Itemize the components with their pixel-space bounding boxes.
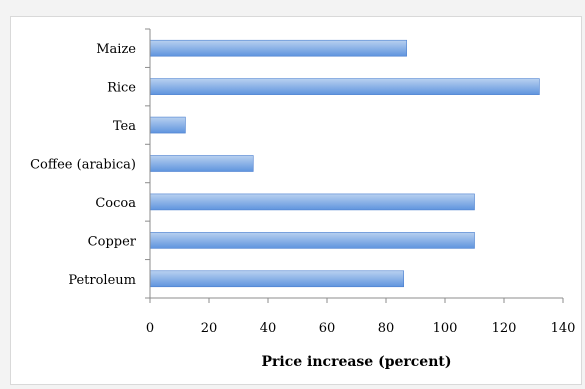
category-labels: Maize Rice Tea Coffee (arabica) Cocoa Copper P…	[30, 42, 137, 288]
category-label: Rice	[107, 81, 136, 96]
x-tick-label: 80	[378, 321, 395, 336]
bar-cocoa	[149, 193, 475, 211]
category-label: Maize	[96, 42, 136, 57]
category-label: Tea	[113, 119, 136, 134]
x-tick-label: 20	[201, 321, 218, 336]
x-tick-labels: 0 20 40 60 80 100 120 140	[146, 321, 576, 336]
x-tick-label: 40	[260, 321, 277, 336]
bars-group	[149, 39, 540, 288]
x-tick-label: 100	[433, 321, 458, 336]
x-tick-label: 140	[551, 321, 576, 336]
x-tick-label: 0	[146, 321, 154, 336]
category-label: Coffee (arabica)	[30, 158, 136, 173]
bar-rice	[149, 78, 540, 95]
category-label: Petroleum	[68, 273, 136, 288]
bar-copper	[149, 232, 475, 249]
x-tick-label: 120	[492, 321, 517, 336]
bar-coffee-arabica	[149, 155, 254, 172]
bar-tea	[149, 116, 186, 134]
category-label: Cocoa	[95, 196, 136, 211]
x-tick-label: 60	[319, 321, 336, 336]
bar-maize	[149, 39, 407, 57]
x-axis-title: Price increase (percent)	[262, 354, 452, 370]
bar-petroleum	[149, 270, 404, 288]
axes-group	[145, 28, 564, 303]
category-label: Copper	[88, 234, 137, 249]
